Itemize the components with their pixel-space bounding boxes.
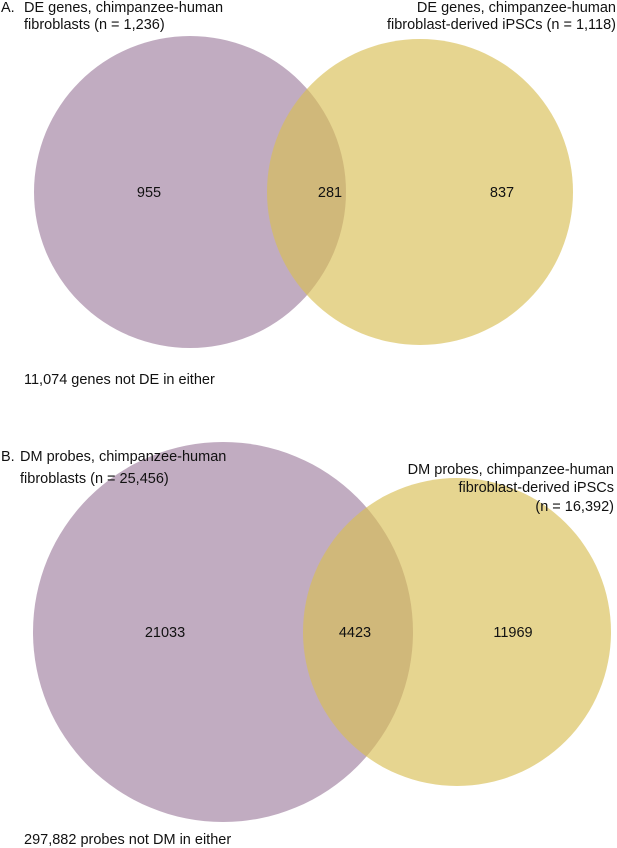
panel-a-left-circle xyxy=(34,36,346,348)
panel-b-right-set-label-line-2: fibroblast-derived iPSCs xyxy=(458,480,614,496)
panel-b-right-set-label-line-1: DM probes, chimpanzee-human xyxy=(408,462,614,478)
panel-b-left-circle xyxy=(33,442,413,822)
panel-b-left-set-label-line-1: DM probes, chimpanzee-human xyxy=(20,449,226,465)
panel-a-left-only-count: 955 xyxy=(137,185,161,201)
panel-a-overlap-count: 281 xyxy=(318,185,342,201)
panel-b: B. DM probes, chimpanzee-human fibroblas… xyxy=(1,442,614,848)
panel-a-right-only-count: 837 xyxy=(490,185,514,201)
panel-a-right-circle xyxy=(267,39,573,345)
panel-a-right-set-label-line-1: DE genes, chimpanzee-human xyxy=(417,0,616,16)
panel-a-right-set-label-line-2: fibroblast-derived iPSCs (n = 1,118) xyxy=(387,17,616,33)
panel-b-left-only-count: 21033 xyxy=(145,625,185,641)
panel-a-left-set-label-line-1: DE genes, chimpanzee-human xyxy=(24,0,223,16)
panel-a: A. DE genes, chimpanzee-human fibroblast… xyxy=(1,0,616,388)
panel-b-right-circle xyxy=(303,478,611,786)
panel-b-overlap-count: 4423 xyxy=(339,625,371,641)
panel-a-outside-label: 11,074 genes not DE in either xyxy=(24,372,215,388)
panel-b-left-set-label-line-2: fibroblasts (n = 25,456) xyxy=(20,471,169,487)
panel-b-right-only-count: 11969 xyxy=(493,625,532,641)
panel-a-label: A. xyxy=(1,0,15,16)
panel-b-outside-label: 297,882 probes not DM in either xyxy=(24,832,231,848)
panel-b-label: B. xyxy=(1,449,15,465)
panel-a-left-set-label-line-2: fibroblasts (n = 1,236) xyxy=(24,17,165,33)
panel-b-right-set-label-line-3: (n = 16,392) xyxy=(535,499,614,515)
